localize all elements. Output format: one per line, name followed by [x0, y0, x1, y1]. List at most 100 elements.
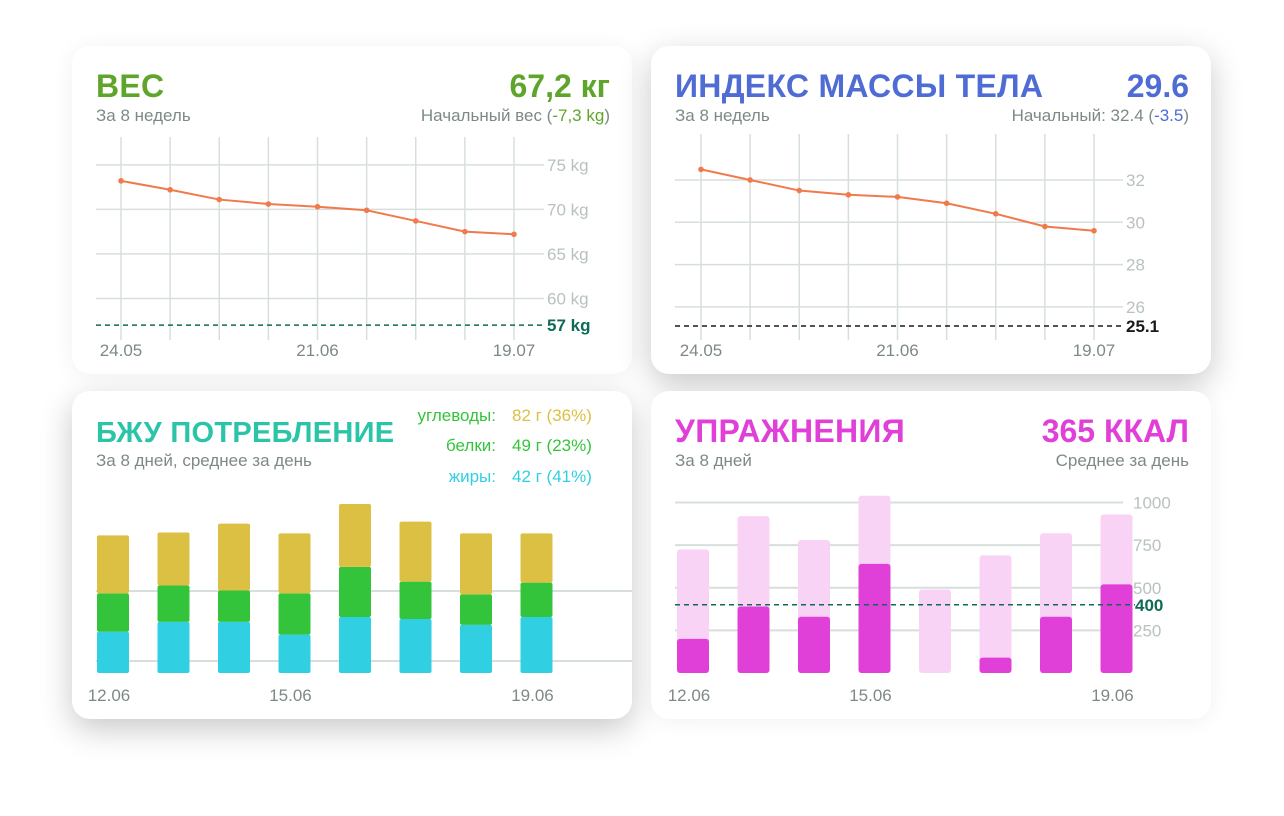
bar-segment-carbs	[97, 535, 129, 594]
data-point	[511, 231, 517, 238]
burned-bar	[1040, 616, 1072, 673]
bmi-subtitle: За 8 недель	[675, 106, 770, 125]
burned-bar	[1100, 584, 1133, 673]
data-point	[265, 201, 272, 207]
data-point	[118, 178, 124, 184]
weight-start-close: )	[604, 106, 610, 125]
data-point	[992, 211, 999, 217]
data-point	[747, 177, 753, 183]
bmi-start-delta: -3.5	[1154, 106, 1184, 125]
bar-segment-carbs	[278, 533, 311, 594]
legend-carbs-value: 82 г (36%)	[512, 406, 592, 425]
bar-segment-fat	[339, 616, 371, 673]
bmi-chart: 26 28 30 32 25.1 24.05 21.06 19.07	[675, 134, 1159, 360]
data-point	[412, 218, 419, 224]
data-point	[363, 207, 370, 214]
x-tick-label: 15.06	[269, 686, 312, 705]
x-tick-label: 19.07	[1073, 341, 1116, 360]
bar-segment-carbs	[218, 523, 250, 591]
y-tick-label: 30	[1126, 213, 1145, 232]
macros-card[interactable]: 12.06 15.06 19.06 БЖУ ПОТРЕБЛЕНИЕ За 8 дне…	[72, 391, 632, 719]
weight-value: 67,2 кг	[509, 68, 610, 104]
bar-segment-protein	[97, 593, 129, 632]
y-tick-label: 65 kg	[547, 245, 589, 264]
x-tick-label: 12.06	[668, 686, 711, 705]
legend-fat-value: 42 г (41%)	[512, 467, 592, 486]
x-tick-label: 15.06	[849, 686, 892, 705]
x-tick-label: 21.06	[876, 341, 919, 360]
data-point	[698, 166, 704, 173]
bar-segment-protein	[460, 594, 492, 625]
bar-segment-fat	[157, 621, 190, 673]
legend-carbs-label: углеводы:	[417, 406, 496, 425]
bar-segment-protein	[218, 590, 250, 622]
data-point	[943, 200, 950, 207]
bar-segment-carbs	[339, 503, 371, 567]
y-tick-label: 250	[1133, 621, 1161, 640]
x-tick-label: 24.05	[100, 341, 143, 360]
y-tick-label: 32	[1126, 171, 1145, 190]
exercise-subtitle: За 8 дней	[675, 451, 752, 470]
data-point	[845, 191, 852, 198]
exercise-chart: 250 500 750 1000 400 12.06 15.06 19.06	[668, 494, 1171, 705]
data-point	[1091, 227, 1097, 234]
x-tick-label: 19.06	[511, 686, 554, 705]
bmi-card[interactable]: 26 28 30 32 25.1 24.05 21.06 19.07 ИНДЕКС МАССЫ…	[651, 46, 1211, 374]
goal-bar	[979, 555, 1012, 673]
bar-segment-fat	[520, 616, 553, 673]
x-tick-label: 12.06	[88, 686, 131, 705]
target-label: 25.1	[1126, 317, 1159, 336]
bar-segment-fat	[218, 621, 250, 673]
bmi-start-label: Начальный: 32.4 (	[1011, 106, 1155, 125]
data-point	[167, 186, 173, 193]
bar-segment-carbs	[520, 533, 553, 583]
legend-protein-value: 49 г (23%)	[512, 436, 592, 455]
macros-title: БЖУ ПОТРЕБЛЕНИЕ	[96, 417, 395, 449]
target-label: 57 kg	[547, 316, 590, 335]
y-tick-label: 1000	[1133, 494, 1171, 513]
exercise-value: 365 ККАЛ	[1041, 413, 1189, 449]
exercise-avg-label: Среднее за день	[1055, 451, 1189, 470]
macros-subtitle: За 8 дней, среднее за день	[96, 451, 312, 470]
burned-bar	[677, 638, 709, 673]
data-point	[894, 194, 901, 200]
bar-segment-protein	[520, 582, 553, 617]
legend-carbs: углеводы: 82 г (36%)	[400, 406, 610, 426]
data-point	[1042, 223, 1048, 230]
bmi-value: 29.6	[1126, 68, 1189, 104]
legend-protein: белки: 49 г (23%)	[400, 436, 610, 456]
y-tick-label: 60 kg	[547, 289, 589, 308]
y-tick-label: 500	[1133, 579, 1161, 598]
exercise-title: УПРАЖНЕНИЯ	[675, 413, 906, 449]
legend-fat: жиры: 42 г (41%)	[400, 467, 610, 487]
target-label: 400	[1135, 596, 1163, 615]
bmi-start-close: )	[1183, 106, 1189, 125]
exercise-card[interactable]: 250 500 750 1000 400 12.06 15.06 19.06 УПРАЖНЕН…	[651, 391, 1211, 719]
x-tick-label: 24.05	[680, 341, 723, 360]
legend-fat-label: жиры:	[448, 467, 496, 486]
legend-protein-label: белки:	[445, 436, 496, 455]
data-point	[314, 203, 321, 210]
x-tick-label: 19.07	[493, 341, 536, 360]
bar-segment-protein	[157, 585, 190, 622]
data-point	[216, 196, 223, 203]
y-tick-label: 70 kg	[547, 200, 589, 219]
bar-segment-protein	[399, 581, 432, 619]
weight-title: ВЕС	[96, 68, 165, 104]
bar-segment-carbs	[460, 533, 492, 595]
x-tick-label: 21.06	[296, 341, 339, 360]
bar-segment-fat	[399, 618, 432, 673]
burned-bar	[798, 616, 830, 673]
weight-subtitle: За 8 недель	[96, 106, 191, 125]
bar-segment-fat	[97, 631, 129, 673]
burned-bar	[737, 606, 770, 673]
bar-segment-carbs	[157, 532, 190, 586]
goal-bar	[919, 589, 951, 673]
macros-chart: 12.06 15.06 19.06	[88, 503, 632, 705]
weight-card[interactable]: 60 kg 65 kg 70 kg 75 kg 57 kg 24.05 21.06 19.07…	[72, 46, 632, 374]
data-point	[462, 228, 468, 235]
weight-start-delta: -7,3 kg	[552, 106, 605, 125]
bmi-start: Начальный: 32.4 (-3.5)	[1012, 106, 1189, 126]
weight-start-label: Начальный вес (	[420, 106, 553, 125]
y-tick-label: 75 kg	[547, 156, 589, 175]
